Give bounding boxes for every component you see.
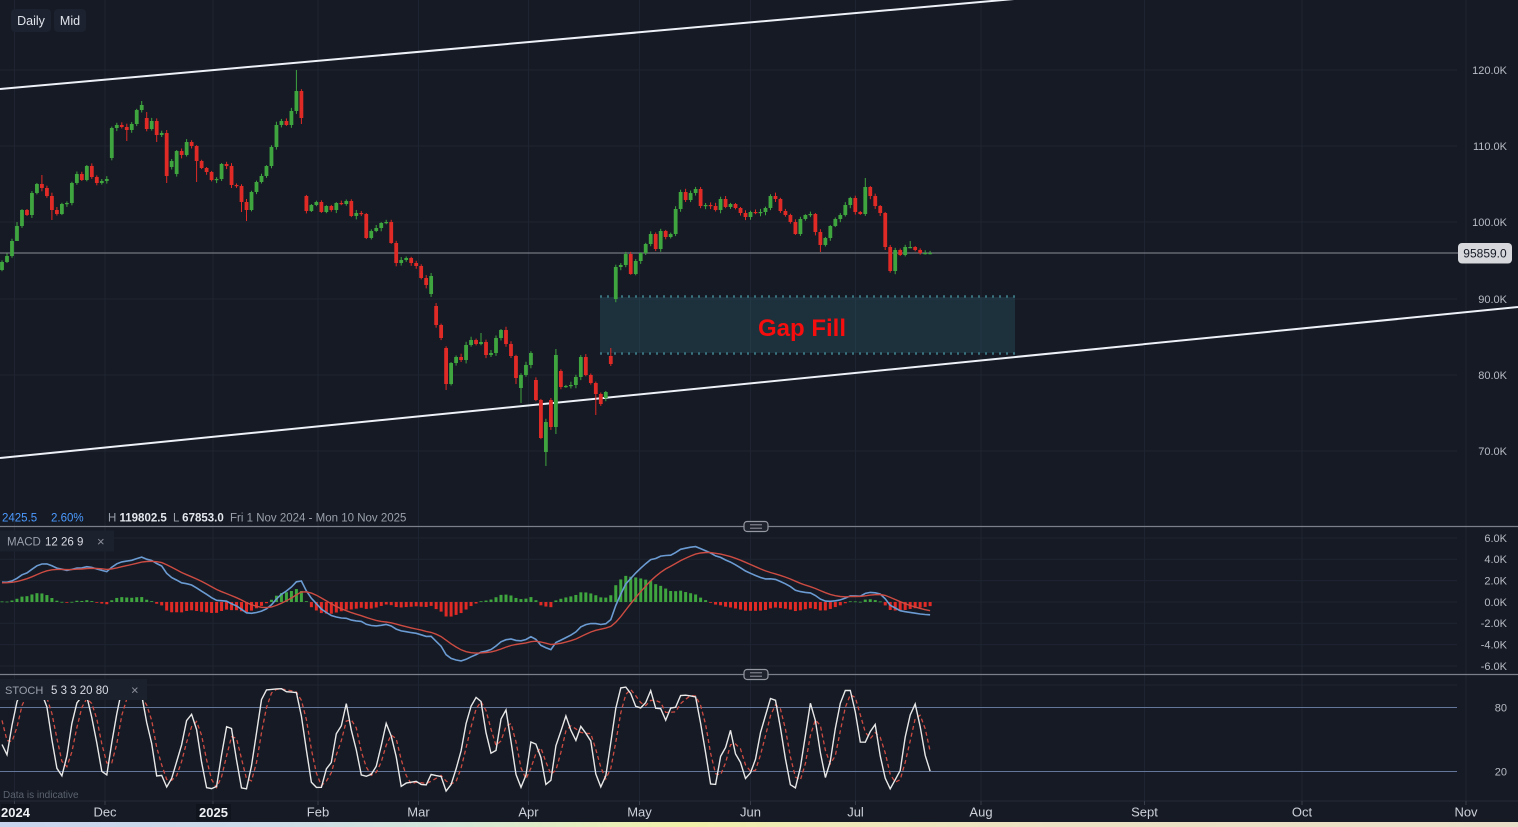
svg-text:100.0K: 100.0K	[1472, 217, 1508, 229]
svg-text:Jul: Jul	[847, 805, 864, 820]
svg-text:×: ×	[97, 534, 105, 549]
svg-text:-6.0K: -6.0K	[1481, 661, 1508, 673]
svg-text:4.0K: 4.0K	[1484, 554, 1507, 566]
svg-text:6.0K: 6.0K	[1484, 533, 1507, 545]
svg-text:×: ×	[131, 683, 139, 698]
svg-text:95859.0: 95859.0	[1463, 247, 1507, 261]
svg-text:5 3 3 20 80: 5 3 3 20 80	[51, 685, 109, 697]
svg-text:Aug: Aug	[969, 805, 992, 820]
svg-text:2024: 2024	[1, 805, 31, 820]
svg-text:Gap Fill: Gap Fill	[758, 315, 846, 342]
svg-text:0.0K: 0.0K	[1484, 597, 1507, 609]
svg-text:2425.5: 2425.5	[2, 513, 37, 525]
svg-text:2.0K: 2.0K	[1484, 575, 1507, 587]
svg-text:70.0K: 70.0K	[1478, 446, 1507, 458]
svg-text:Sept: Sept	[1131, 805, 1158, 820]
svg-text:L 67853.0: L 67853.0	[173, 513, 224, 525]
svg-text:H 119802.5: H 119802.5	[108, 513, 167, 525]
svg-text:90.0K: 90.0K	[1478, 294, 1507, 306]
svg-text:May: May	[627, 805, 652, 820]
svg-text:Oct: Oct	[1292, 805, 1313, 820]
svg-text:20: 20	[1495, 766, 1507, 778]
svg-text:110.0K: 110.0K	[1473, 141, 1508, 153]
svg-text:12 26 9: 12 26 9	[45, 537, 83, 549]
svg-text:Fri 1 Nov 2024 - Mon 10 Nov 20: Fri 1 Nov 2024 - Mon 10 Nov 2025	[230, 513, 406, 525]
svg-text:Dec: Dec	[93, 805, 117, 820]
svg-text:-4.0K: -4.0K	[1481, 639, 1508, 651]
svg-text:-2.0K: -2.0K	[1481, 618, 1508, 630]
svg-text:Feb: Feb	[307, 805, 329, 820]
svg-text:STOCH: STOCH	[5, 685, 43, 697]
svg-text:MACD: MACD	[7, 537, 41, 549]
svg-text:Apr: Apr	[518, 805, 539, 820]
svg-text:2025: 2025	[199, 805, 228, 820]
svg-text:Data is indicative: Data is indicative	[3, 790, 79, 801]
svg-text:80: 80	[1495, 702, 1507, 714]
svg-text:120.0K: 120.0K	[1472, 65, 1508, 77]
svg-text:2.60%: 2.60%	[51, 513, 84, 525]
svg-text:Mar: Mar	[407, 805, 430, 820]
svg-text:Nov: Nov	[1454, 805, 1478, 820]
svg-text:Mid: Mid	[60, 14, 80, 28]
svg-text:Daily: Daily	[17, 14, 46, 28]
svg-text:80.0K: 80.0K	[1478, 370, 1507, 382]
svg-text:Jun: Jun	[740, 805, 761, 820]
